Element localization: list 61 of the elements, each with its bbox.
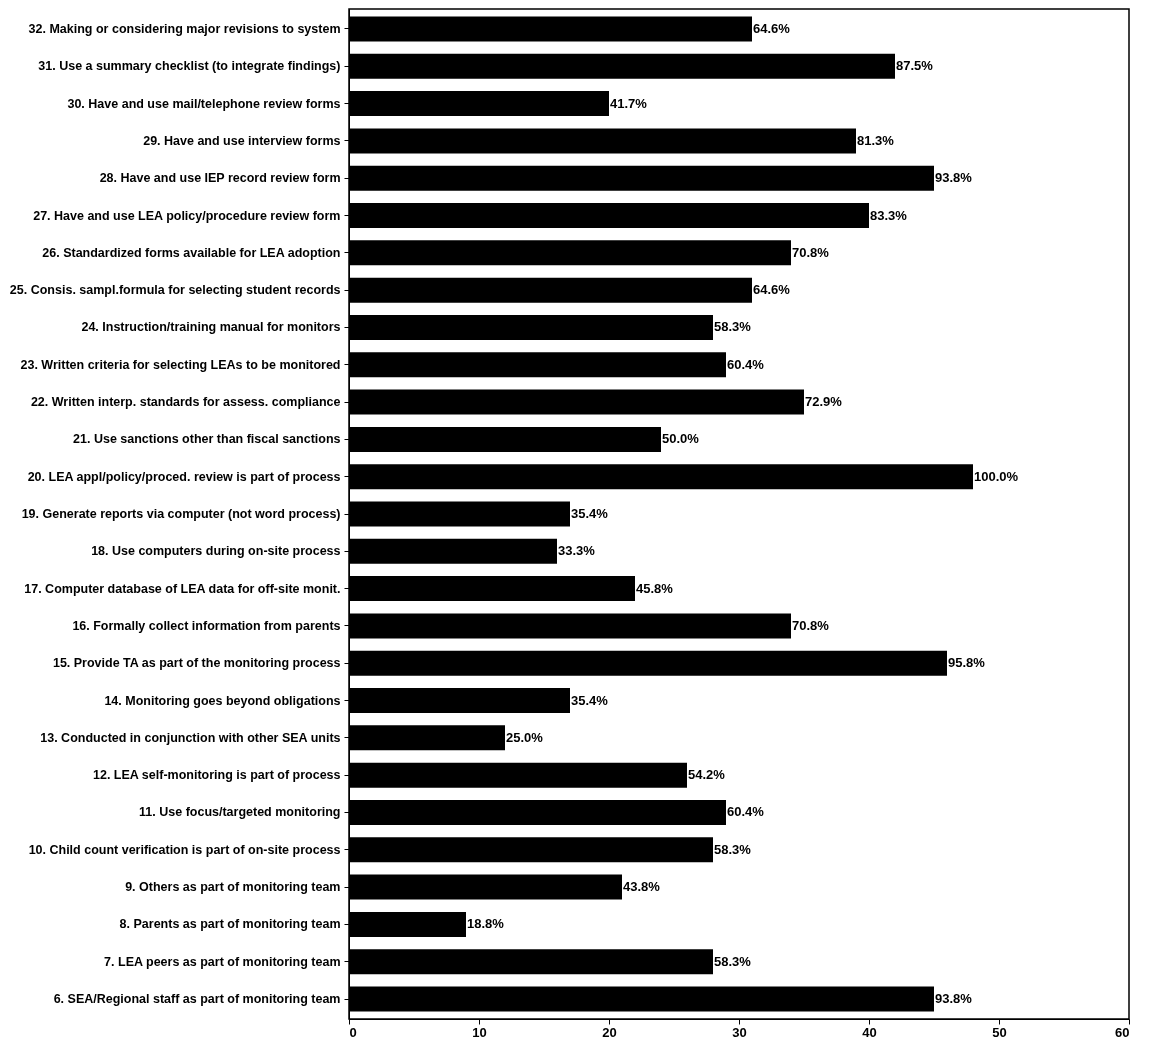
y-tick-label: 16. Formally collect information from parents: [72, 618, 341, 633]
annotation: 60.4%: [727, 356, 765, 372]
y-tick-label: 31. Use a summary checklist (to integrate findings): [38, 59, 341, 74]
x-tick-label: 10: [472, 1024, 487, 1040]
annotation: 93.8%: [935, 170, 973, 186]
y-tick-label: 13. Conducted in conjunction with other SEA units: [40, 730, 341, 745]
annotation: 54.2%: [688, 767, 726, 783]
annotation: 72.9%: [805, 394, 843, 410]
y-tick-label: 20. LEA appl/policy/proced. review is part of process: [27, 469, 341, 484]
annotation: 45.8%: [636, 580, 674, 596]
y-tick-label: 9. Others as part of monitoring team: [125, 880, 341, 895]
x-tick-label: 30: [732, 1024, 747, 1040]
annotation: 50.0%: [662, 431, 700, 447]
y-tick-label: 7. LEA peers as part of monitoring team: [104, 954, 341, 969]
y-tick-label: 21. Use sanctions other than fiscal sanctions: [73, 432, 341, 447]
y-tick-label: 10. Child count verification is part of on-site process: [28, 842, 341, 857]
annotation: 87.5%: [896, 58, 934, 74]
y-tick-label: 23. Written criteria for selecting LEAs to be monitored: [20, 357, 341, 372]
y-tick-label: 14. Monitoring goes beyond obligations: [104, 693, 341, 708]
y-tick-label: 24. Instruction/training manual for monitors: [81, 320, 341, 335]
y-tick-label: 17. Computer database of LEA data for off-site monit.: [24, 581, 341, 596]
annotation: 43.8%: [623, 879, 661, 895]
annotation: 100.0%: [974, 468, 1019, 484]
x-tick-label: 40: [862, 1024, 877, 1040]
annotation: 58.3%: [714, 953, 752, 969]
annotation: 83.3%: [870, 207, 908, 223]
y-tick-label: 32. Making or considering major revisions to system: [28, 21, 341, 36]
y-tick-label: 22. Written interp. standards for assess. compliance: [30, 395, 341, 410]
y-tick-label: 8. Parents as part of monitoring team: [119, 917, 341, 932]
y-tick-label: 18. Use computers during on-site process: [91, 544, 341, 559]
y-tick-label: 6. SEA/Regional staff as part of monitoring team: [53, 992, 341, 1007]
annotation: 64.6%: [753, 282, 791, 298]
annotation: 81.3%: [857, 132, 895, 148]
annotation: 33.3%: [558, 543, 596, 559]
y-tick-label: 12. LEA self-monitoring is part of process: [93, 768, 341, 783]
y-tick-label: 28. Have and use IEP record review form: [99, 171, 341, 186]
annotation: 41.7%: [610, 95, 648, 111]
annotation: 64.6%: [753, 20, 791, 36]
x-tick-label: 0: [349, 1024, 357, 1040]
y-tick-label: 30. Have and use mail/telephone review forms: [67, 96, 341, 111]
annotation: 93.8%: [935, 991, 973, 1007]
x-tick-label: 20: [602, 1024, 617, 1040]
annotation: 58.3%: [714, 319, 752, 335]
x-tick-label: 60: [1115, 1024, 1130, 1040]
annotation: 70.8%: [792, 617, 830, 633]
annotation: 95.8%: [948, 655, 986, 671]
x-tick-label: 50: [992, 1024, 1007, 1040]
y-tick-label: 27. Have and use LEA policy/procedure review form: [33, 208, 341, 223]
y-tick-label: 29. Have and use interview forms: [143, 133, 341, 148]
annotation: 70.8%: [792, 244, 830, 260]
annotation: 18.8%: [467, 916, 505, 932]
annotation: 25.0%: [506, 729, 544, 745]
y-tick-label: 26. Standardized forms available for LEA adoption: [42, 245, 341, 260]
y-tick-label: 15. Provide TA as part of the monitoring process: [52, 656, 341, 671]
y-tick-label: 19. Generate reports via computer (not word process): [21, 507, 341, 521]
annotation: 60.4%: [727, 804, 765, 820]
y-tick-label: 25. Consis. sampl.formula for selecting student records: [9, 283, 341, 298]
annotation: 58.3%: [714, 841, 752, 857]
annotation: 35.4%: [571, 506, 609, 521]
annotation: 35.4%: [571, 692, 609, 708]
y-tick-label: 11. Use focus/targeted monitoring: [139, 805, 341, 820]
